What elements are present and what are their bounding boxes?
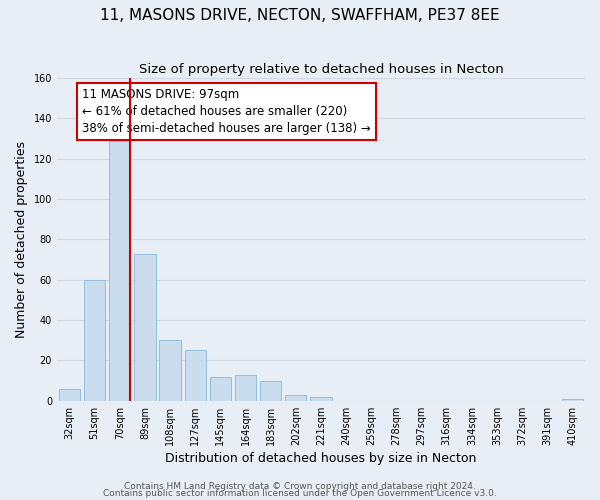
Text: Contains HM Land Registry data © Crown copyright and database right 2024.: Contains HM Land Registry data © Crown c… [124, 482, 476, 491]
Text: 11, MASONS DRIVE, NECTON, SWAFFHAM, PE37 8EE: 11, MASONS DRIVE, NECTON, SWAFFHAM, PE37… [100, 8, 500, 22]
Title: Size of property relative to detached houses in Necton: Size of property relative to detached ho… [139, 62, 503, 76]
Bar [310, 397, 332, 401]
Bar [84, 280, 106, 401]
Bar [285, 395, 307, 401]
Bar [59, 388, 80, 401]
Bar [185, 350, 206, 401]
Text: 11 MASONS DRIVE: 97sqm
← 61% of detached houses are smaller (220)
38% of semi-de: 11 MASONS DRIVE: 97sqm ← 61% of detached… [82, 88, 371, 135]
X-axis label: Distribution of detached houses by size in Necton: Distribution of detached houses by size … [165, 452, 476, 465]
Bar [235, 374, 256, 401]
Bar [134, 254, 155, 401]
Text: Contains public sector information licensed under the Open Government Licence v3: Contains public sector information licen… [103, 489, 497, 498]
Bar [209, 376, 231, 401]
Bar [160, 340, 181, 401]
Bar [260, 380, 281, 401]
Y-axis label: Number of detached properties: Number of detached properties [15, 141, 28, 338]
Bar [109, 140, 130, 401]
Bar [562, 399, 583, 401]
